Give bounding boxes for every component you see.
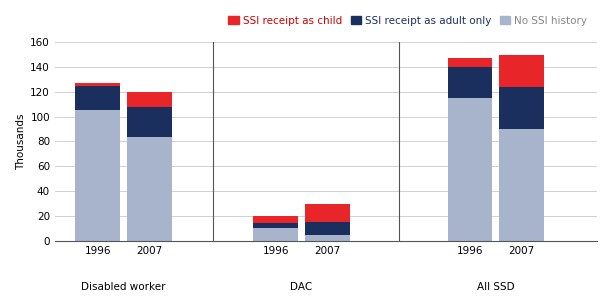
Bar xyxy=(253,228,298,241)
Bar xyxy=(305,234,350,241)
Text: Disabled worker: Disabled worker xyxy=(82,282,166,293)
Bar xyxy=(253,216,298,223)
Bar xyxy=(305,203,350,222)
Bar xyxy=(499,129,544,241)
Y-axis label: Thousands: Thousands xyxy=(16,113,26,170)
Text: DAC: DAC xyxy=(290,282,312,293)
Legend: SSI receipt as child, SSI receipt as adult only, No SSI history: SSI receipt as child, SSI receipt as adu… xyxy=(224,12,591,30)
Bar xyxy=(127,92,172,107)
Bar xyxy=(499,54,544,87)
Bar xyxy=(76,110,120,241)
Bar xyxy=(305,222,350,234)
Bar xyxy=(76,85,120,110)
Bar xyxy=(127,107,172,136)
Bar xyxy=(448,58,492,67)
Bar xyxy=(448,98,492,241)
Bar xyxy=(76,83,120,85)
Bar xyxy=(253,223,298,228)
Text: All SSD: All SSD xyxy=(477,282,515,293)
Bar xyxy=(448,67,492,98)
Bar xyxy=(127,136,172,241)
Bar xyxy=(499,87,544,129)
